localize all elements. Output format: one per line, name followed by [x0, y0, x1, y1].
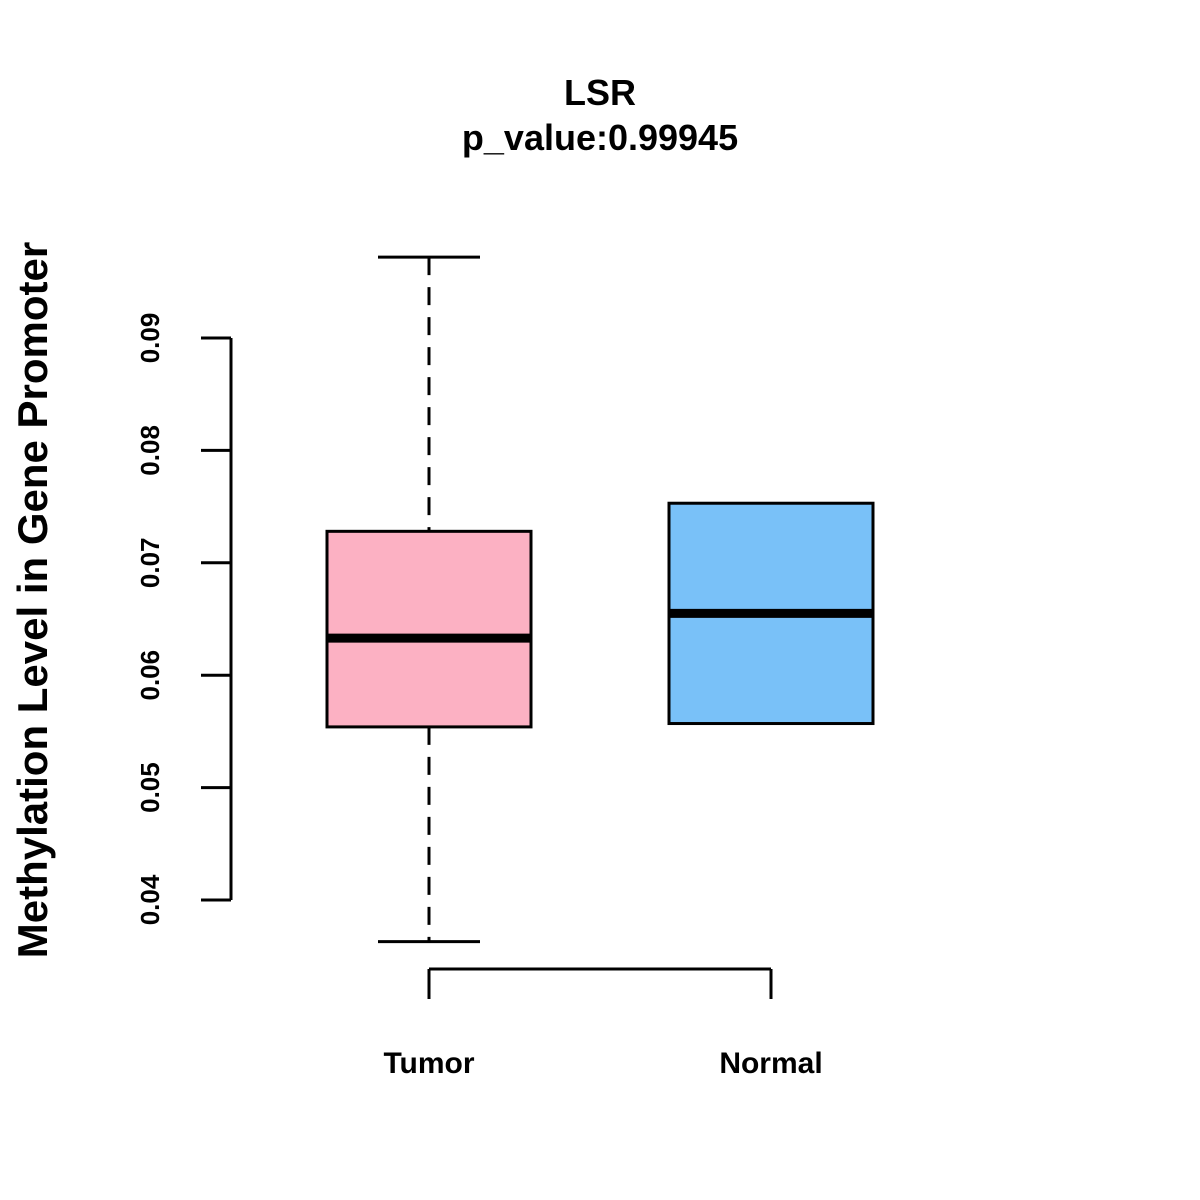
y-tick-label: 0.05	[135, 762, 165, 813]
y-axis-label: Methylation Level in Gene Promoter	[9, 242, 56, 958]
boxes-group	[325, 255, 875, 944]
y-tick-label: 0.09	[135, 313, 165, 364]
x-tick-label: Normal	[719, 1047, 822, 1080]
box-iqr	[325, 529, 533, 729]
box-tumor	[325, 255, 533, 944]
y-tick-label: 0.08	[135, 425, 165, 476]
x-tick-label: Tumor	[383, 1047, 474, 1080]
y-tick-label: 0.04	[135, 874, 165, 925]
box-normal	[667, 501, 875, 726]
y-tick-label: 0.07	[135, 537, 165, 588]
chart-subtitle: p_value:0.99945	[462, 117, 738, 158]
chart-title: LSR	[564, 72, 636, 113]
y-tick-label: 0.06	[135, 650, 165, 701]
x-axis: Tumor Normal	[383, 967, 823, 1080]
y-axis: 0.04 0.05 0.06 0.07 0.08 0.09	[135, 313, 233, 925]
